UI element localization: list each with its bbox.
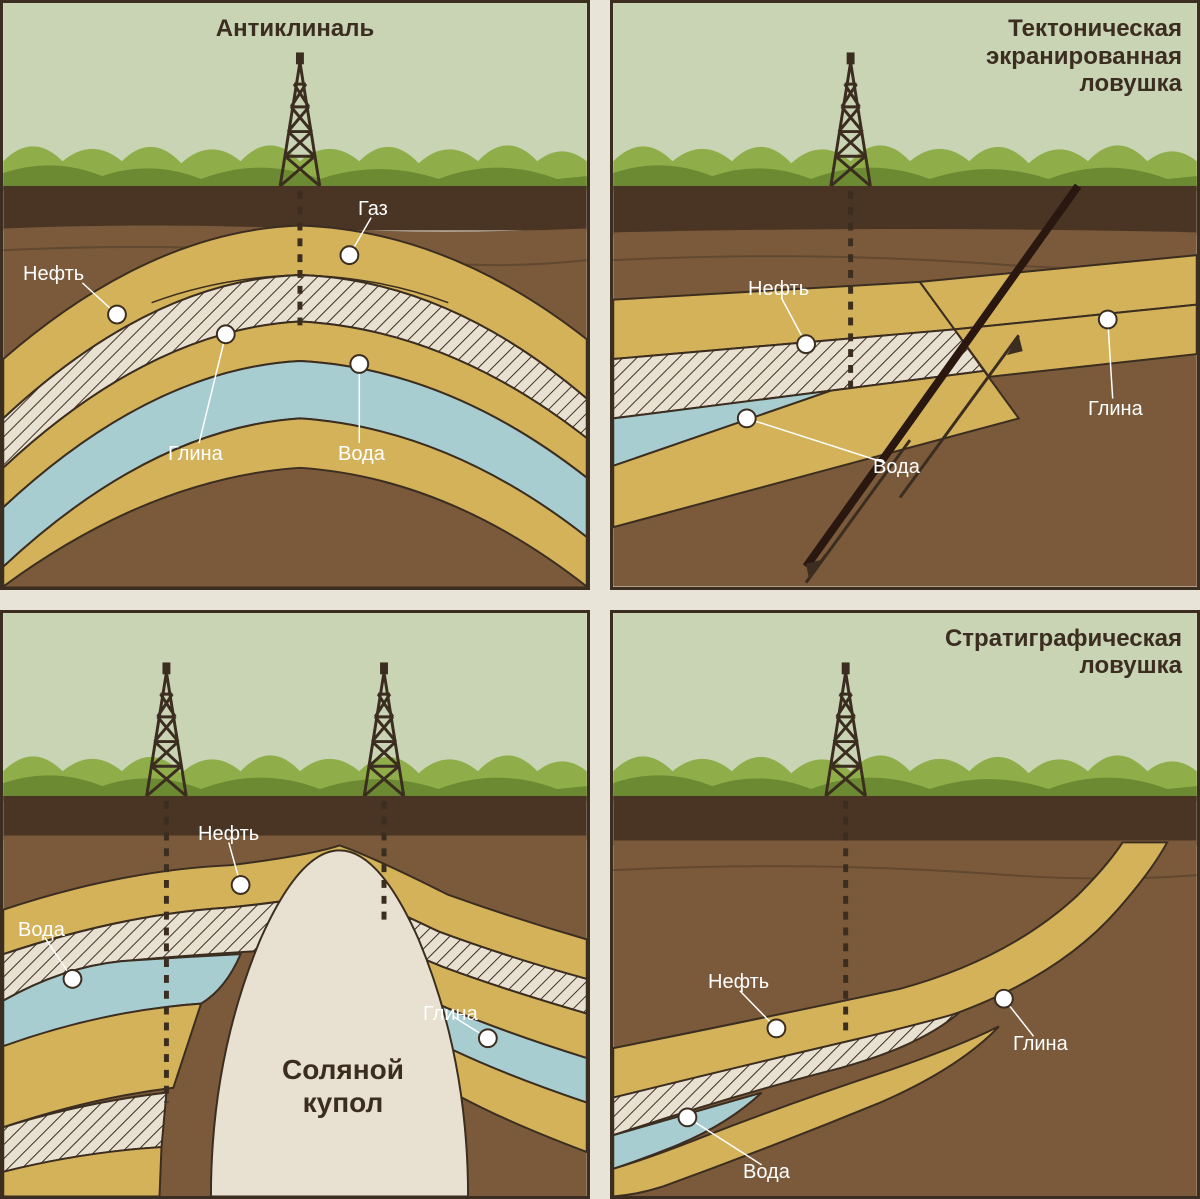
title-stratigraphic: Стратиграфическая ловушка <box>945 625 1182 680</box>
panel-anticline: Антиклиналь <box>0 0 590 590</box>
panel-stratigraphic: Стратиграфическая ловушка <box>610 610 1200 1199</box>
panel-fault: Тектоническая экранированная ловушка <box>610 0 1200 590</box>
title-anticline: Антиклиналь <box>216 15 374 43</box>
label-salt-dome: Соляной купол <box>243 1053 443 1120</box>
diagram-grid: Антиклиналь <box>0 0 1200 1199</box>
strat-svg <box>613 613 1197 1197</box>
anticline-svg <box>3 3 587 587</box>
title-fault: Тектоническая экранированная ловушка <box>986 15 1182 98</box>
panel-salt-dome: Нефть Вода Глина Соляной купол <box>0 610 590 1199</box>
